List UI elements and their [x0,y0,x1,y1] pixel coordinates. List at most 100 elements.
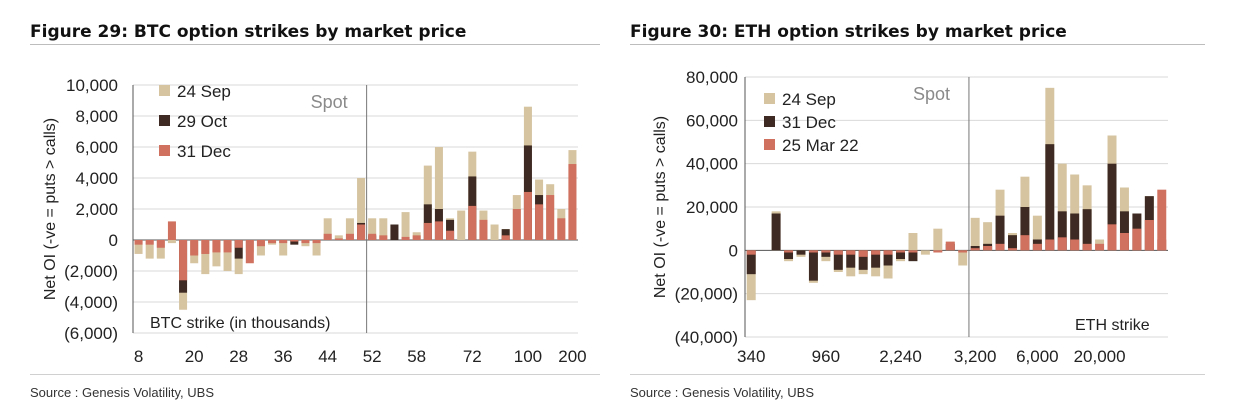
title-rule [630,44,1205,45]
bar-24-sep [457,210,466,240]
bar-31-dec [368,233,377,240]
legend-swatch [764,93,775,104]
x-tick-label: 36 [274,347,293,366]
x-tick-label: 6,000 [1016,347,1059,366]
bar-24-sep [746,250,756,301]
bar-24-sep [312,240,321,256]
bar-31-dec [557,218,566,240]
btc-strike-chart: 10,000 8,000 6,000 4,000 2,000 0 (2,000) (4,000… [42,76,587,366]
bar-31-dec [995,215,1005,251]
bar-31-dec [434,221,443,240]
bar-31-dec [401,236,410,240]
bar-25-mar-22 [1057,237,1067,251]
x-tick-label: 20 [185,347,204,366]
bar-31-dec [883,250,893,266]
bar-24-sep [1070,174,1080,251]
legend-swatch [159,145,170,156]
bar-31-dec [908,250,918,262]
bar-25-mar-22 [933,250,943,253]
bar-31-dec [245,240,254,264]
y-tick-label: 6,000 [75,138,118,157]
spot-label: Spot [311,92,348,112]
spot-label: Spot [913,84,950,104]
y-tick-label: (20,000) [675,285,738,304]
bar-24-sep [212,240,221,267]
bar-31-dec [771,213,781,251]
x-tick-label: 72 [463,347,482,366]
bar-31-dec [201,240,210,254]
bar-24-sep [423,165,432,240]
bar-31-dec [412,235,421,240]
y-tick-label: 60,000 [686,111,738,130]
bar-24-sep [334,235,343,240]
bar-25-mar-22 [1144,220,1154,251]
bar-31-dec [179,240,188,281]
bar-31-dec [1070,213,1080,251]
bar-31-dec [523,191,532,240]
bar-25-mar-22 [945,241,955,251]
bar-24-sep [357,178,366,240]
bar-25-mar-22 [1119,233,1129,251]
bar-31-dec [1008,235,1017,251]
bar-31-dec [234,240,243,248]
source-note: Source : Genesis Volatility, UBS [30,385,215,400]
bar-25-mar-22 [1032,243,1042,251]
bar-31-dec [535,204,544,240]
bar-31-dec [279,240,288,244]
bar-31-dec [212,240,221,253]
x-tick-label: 3,200 [954,347,997,366]
source-note: Source : Genesis Volatility, UBS [630,385,815,400]
x-tick-label: 44 [318,347,337,366]
bar-29-oct [290,240,299,245]
bar-29-oct [390,224,399,240]
bar-25-mar-22 [995,243,1005,251]
bar-31-dec [312,240,321,244]
legend-swatch [764,139,775,150]
bar-31-dec [970,246,980,251]
x-tick-label: 8 [134,347,143,366]
bar-24-sep [1032,215,1042,251]
bar-31-dec [345,233,354,240]
bar-31-dec [1082,209,1092,251]
bar-31-dec [290,240,299,242]
bar-31-dec [423,222,432,240]
bar-31-dec [301,240,310,244]
bar-24-sep [156,240,165,259]
bar-31-dec [468,205,477,240]
panel-eth: Figure 30: ETH option strikes by market … [620,0,1240,418]
legend-label: 31 Dec [177,142,231,161]
bar-24-sep [983,222,993,251]
bar-25-mar-22 [983,246,993,251]
legend-label: 31 Dec [782,113,836,132]
bar-25-mar-22 [1107,224,1117,251]
x-tick-label: 28 [229,347,248,366]
bar-25-mar-22 [1045,239,1055,251]
bar-31-dec [821,250,831,257]
bar-25-mar-22 [821,250,831,253]
bar-31-dec [223,240,232,253]
x-tick-label: 960 [812,347,840,366]
x-tick-label: 20,000 [1074,347,1126,366]
bar-29-oct [446,219,455,240]
y-tick-label: 2,000 [75,200,118,219]
bar-31-dec [512,209,521,240]
panel-btc: Figure 29: BTC option strikes by market … [0,0,610,418]
bar-24-sep [933,228,943,251]
bar-24-sep [970,217,980,251]
bar-25-mar-22 [1070,239,1080,251]
bar-25-mar-22 [871,250,881,255]
x-tick-label: 340 [737,347,765,366]
bar-31-dec [1107,163,1117,251]
bar-25-mar-22 [1020,235,1030,251]
bar-25-mar-22 [896,250,905,253]
y-tick-label: 0 [109,231,118,250]
y-tick-label: (40,000) [675,328,738,347]
bar-31-dec [846,250,856,268]
bar-24-sep [223,240,232,271]
bar-31-dec [145,240,154,245]
bar-31-dec [268,240,277,244]
bar-24-sep [368,218,377,240]
bar-31-dec [334,238,343,240]
bar-25-mar-22 [746,250,756,255]
bar-31-dec [190,240,199,256]
